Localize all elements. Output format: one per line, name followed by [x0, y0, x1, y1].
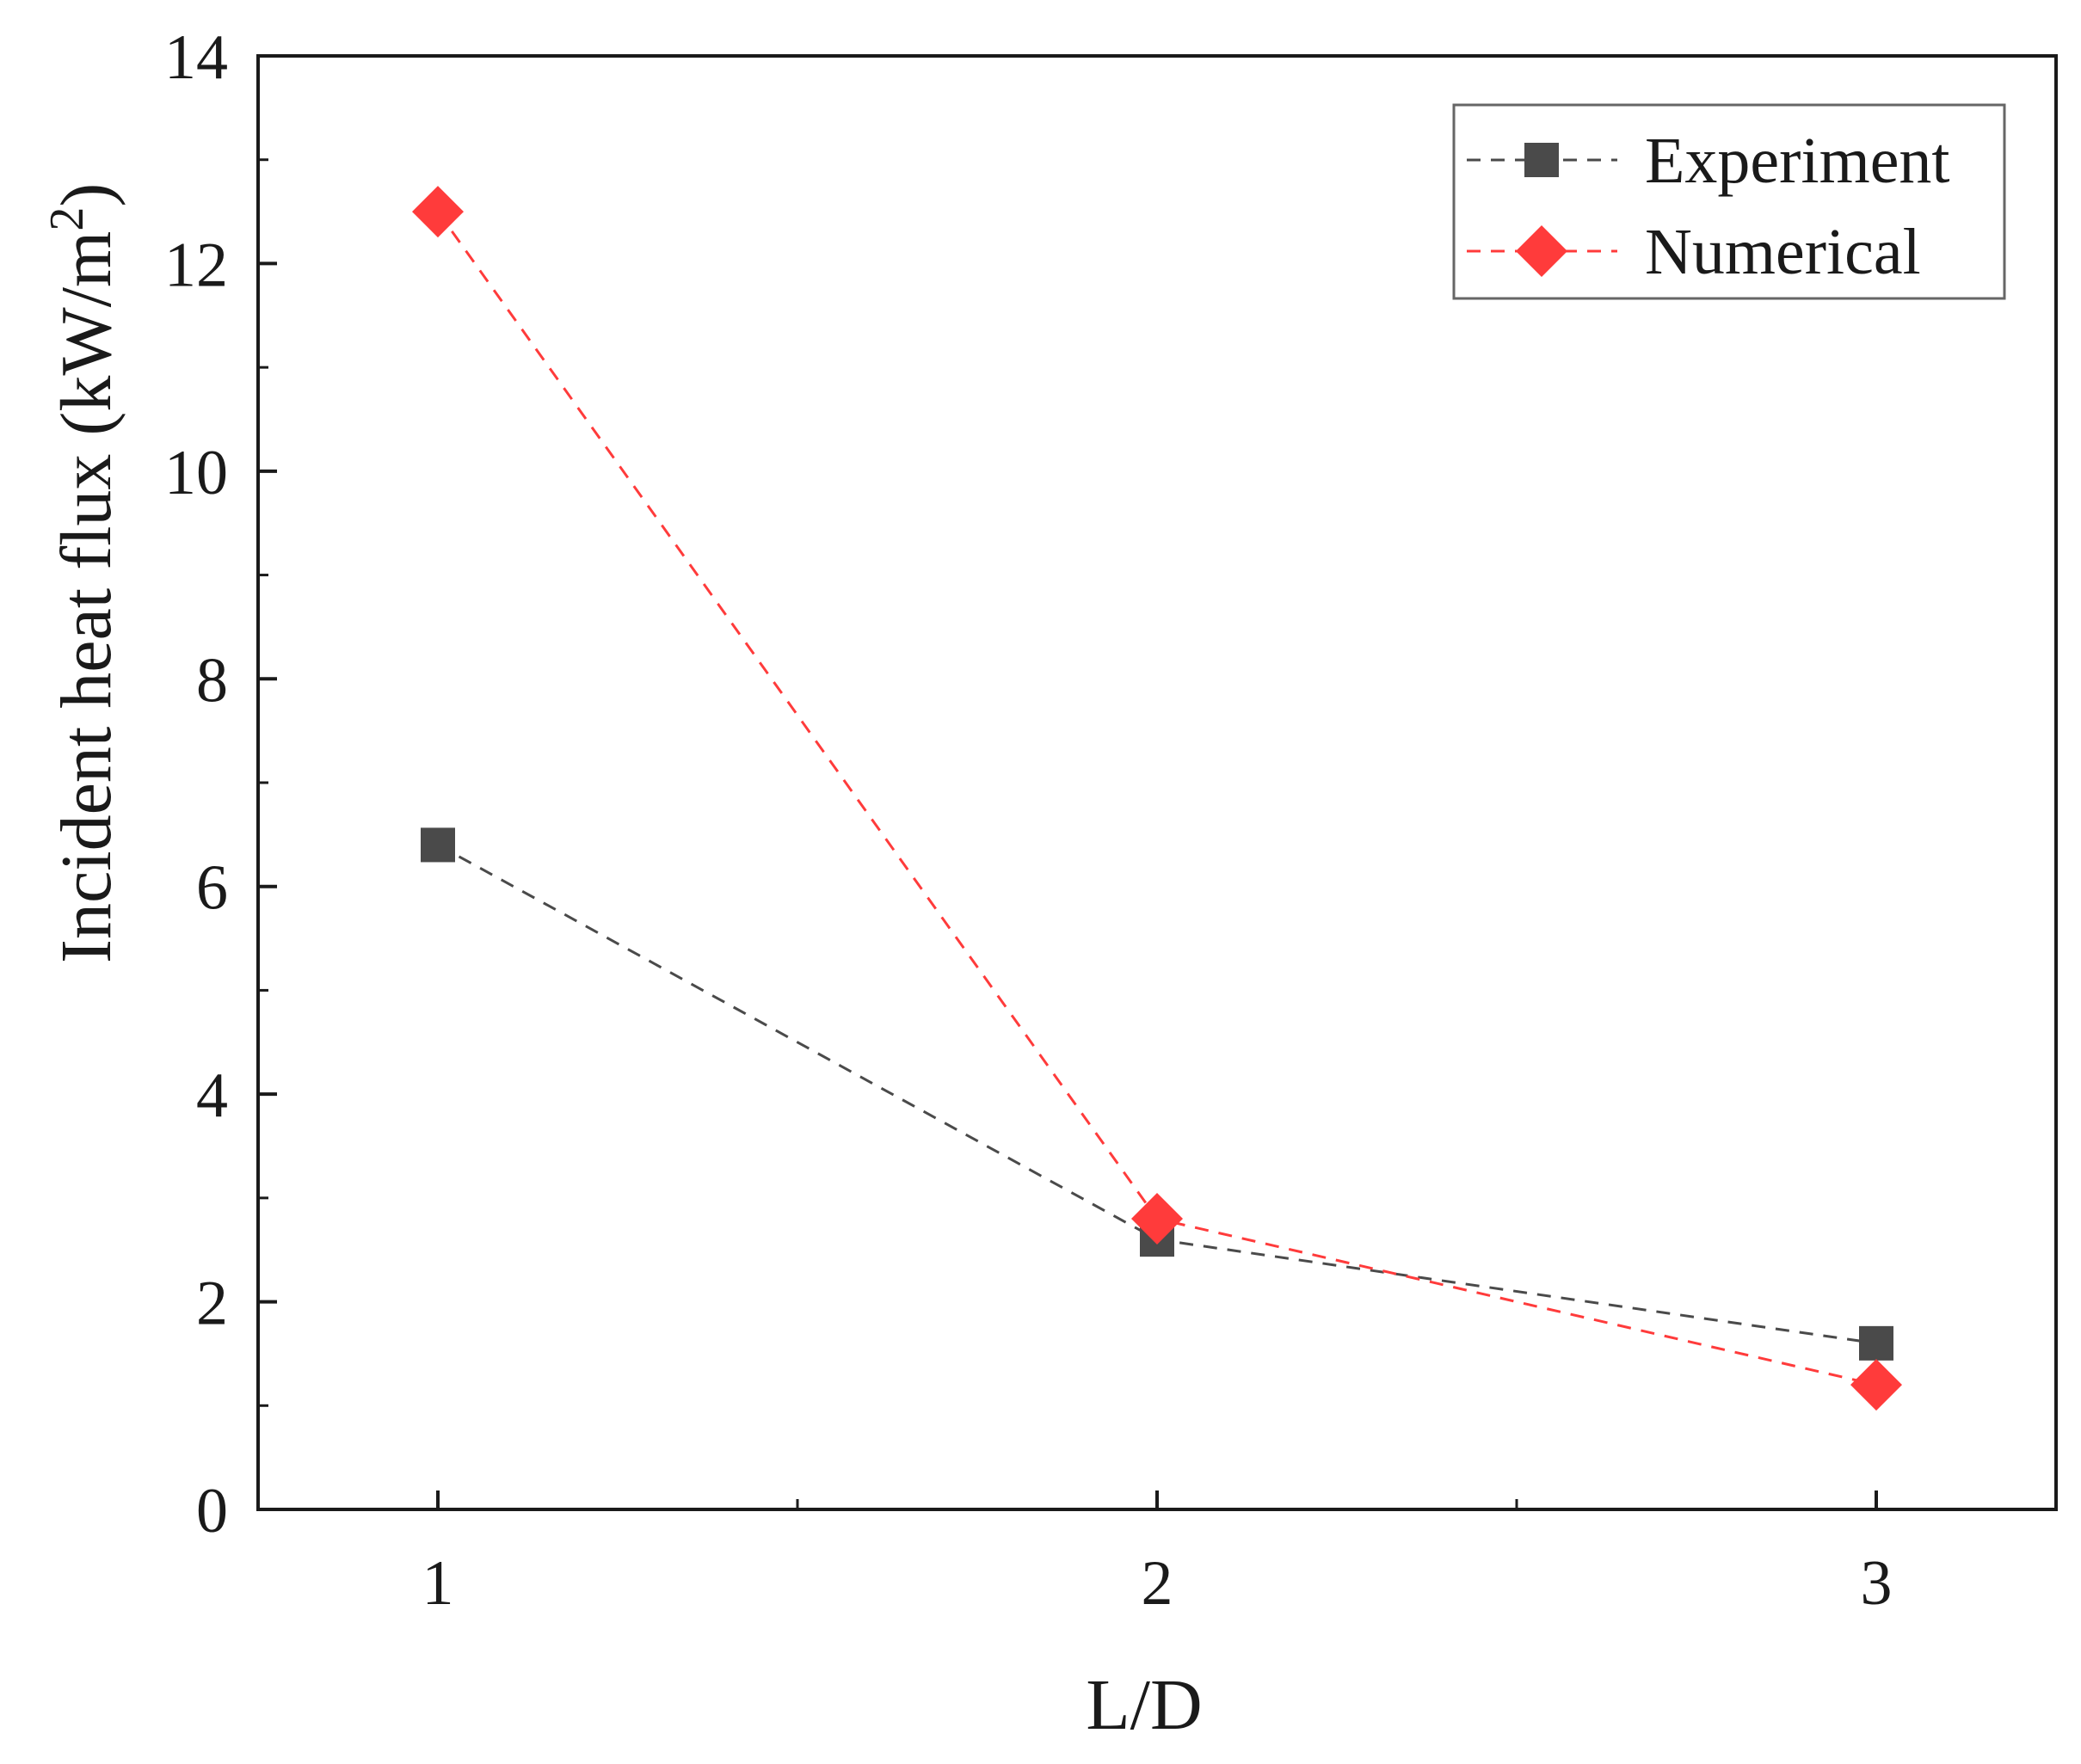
series-numerical: [412, 186, 1902, 1411]
data-point-numerical: [412, 186, 464, 238]
y-axis-title-close: ): [46, 183, 126, 207]
y-tick-label: 4: [196, 1060, 228, 1131]
legend-marker-experiment: [1524, 143, 1559, 177]
data-point-experiment: [1859, 1325, 1893, 1361]
y-axis-title: Incident heat flux (kW/m2): [40, 183, 126, 963]
x-tick-label: 2: [1142, 1548, 1173, 1619]
x-axis-title: L/D: [1086, 1665, 1202, 1745]
y-tick-label: 6: [196, 853, 228, 924]
y-axis-title-superscript: 2: [40, 207, 94, 231]
data-point-numerical: [1131, 1193, 1183, 1245]
legend: Experiment Numerical: [1452, 103, 2006, 300]
y-tick-label: 12: [164, 230, 228, 300]
y-tick-label: 2: [196, 1269, 228, 1339]
legend-label-numerical: Numerical: [1645, 216, 1921, 288]
y-axis-title-main: Incident heat flux (kW/m: [46, 231, 126, 963]
x-tick-label: 1: [422, 1548, 454, 1619]
y-tick-label: 0: [196, 1476, 228, 1546]
series-group: [412, 186, 1902, 1411]
data-point-numerical: [1850, 1359, 1902, 1411]
data-point-experiment: [421, 827, 455, 863]
y-tick-label: 14: [164, 22, 228, 93]
y-tick-label: 10: [164, 438, 228, 508]
y-tick-label: 8: [196, 645, 228, 716]
legend-label-experiment: Experiment: [1645, 125, 1950, 197]
x-tick-label: 3: [1861, 1548, 1893, 1619]
legend-marker-numerical: [1516, 225, 1567, 277]
